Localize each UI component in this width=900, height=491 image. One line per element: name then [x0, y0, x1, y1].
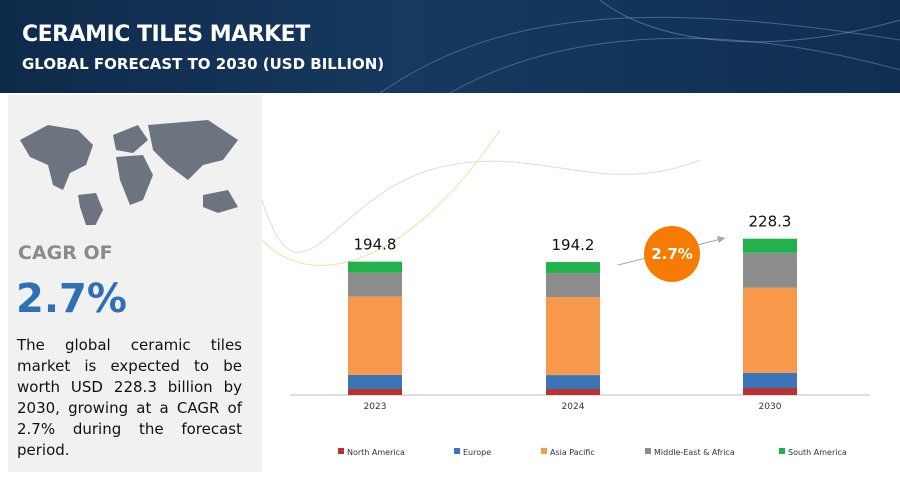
bar-segment: [348, 261, 402, 273]
bar-segment: [546, 375, 600, 390]
legend-label: Middle-East & Africa: [654, 448, 735, 457]
bar-segment: [546, 273, 600, 298]
x-tick-label: 2023: [364, 402, 387, 412]
legend-swatch: [645, 448, 651, 454]
legend-label: Europe: [463, 448, 491, 457]
world-map: [20, 120, 238, 230]
cagr-heading: CAGR OF: [18, 242, 113, 264]
bar-segment: [743, 252, 797, 288]
legend-label: Asia Pacific: [550, 448, 595, 457]
total-label: 194.2: [552, 236, 595, 254]
total-label: 228.3: [749, 213, 792, 231]
title: CERAMIC TILES MARKET: [22, 22, 310, 47]
legend-swatch: [454, 448, 460, 454]
cagr-bubble-label: 2.7%: [651, 245, 693, 263]
cagr-bubble: [644, 226, 700, 282]
legend-swatch: [541, 448, 547, 454]
subtitle: GLOBAL FORECAST TO 2030 (USD BILLION): [22, 55, 385, 73]
bar-segment: [348, 374, 402, 389]
total-label: 194.8: [354, 236, 397, 254]
bar-segment: [348, 296, 402, 375]
bar-segment: [743, 372, 797, 389]
legend-label: South America: [788, 448, 847, 457]
legend-label: North America: [347, 448, 405, 457]
header-decoration: [379, 0, 900, 93]
bar-segment: [743, 388, 797, 395]
legend-swatch: [779, 448, 785, 454]
bar-segment: [348, 272, 402, 297]
bar-segment: [743, 287, 797, 373]
x-tick-label: 2024: [562, 402, 585, 412]
bar-segment: [546, 262, 600, 274]
bar-segment: [348, 388, 402, 395]
header: CERAMIC TILES MARKET GLOBAL FORECAST TO …: [0, 0, 900, 93]
bar-segment: [546, 297, 600, 376]
x-tick-label: 2030: [759, 402, 782, 412]
description: The global ceramic tiles market is expec…: [17, 336, 242, 459]
legend-swatch: [338, 448, 344, 454]
cagr-value: 2.7%: [16, 276, 127, 322]
arrow-head: [717, 236, 725, 243]
side-panel: [8, 95, 262, 472]
bar-segment: [743, 238, 797, 253]
bar-segment: [546, 389, 600, 395]
